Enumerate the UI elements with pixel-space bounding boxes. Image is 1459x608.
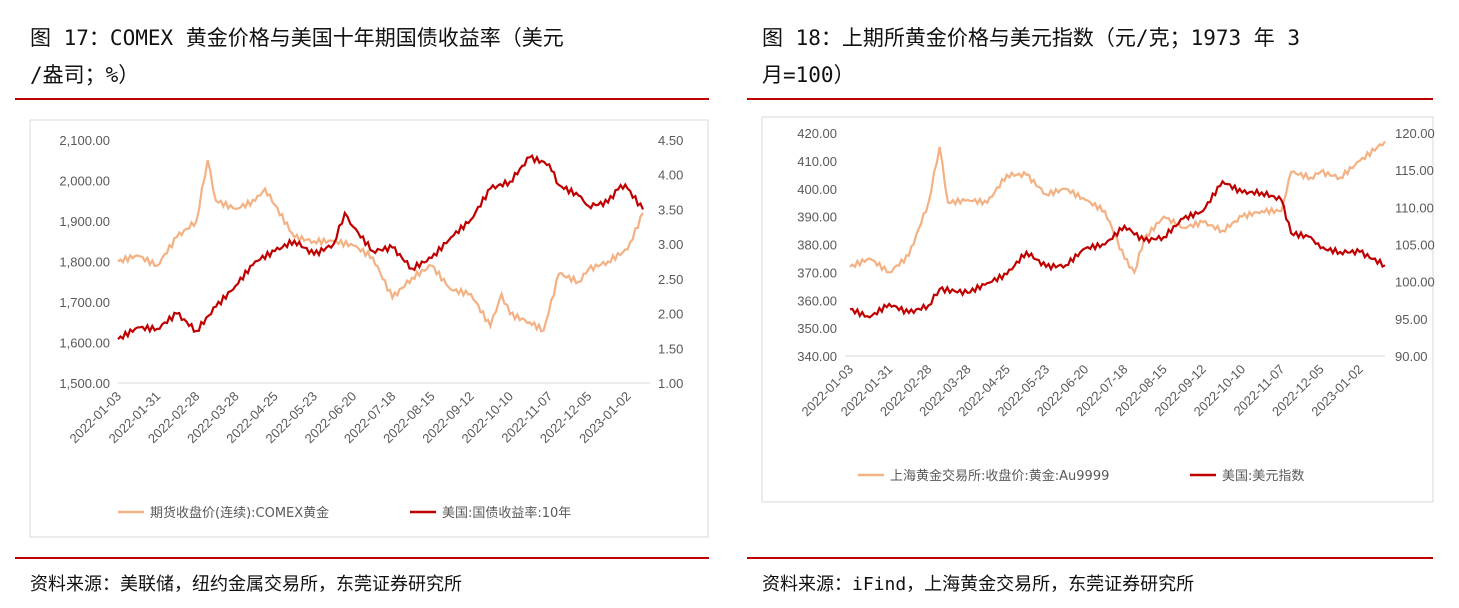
y-left-tick-label: 1,600.00 xyxy=(59,336,110,351)
y-left-tick-label: 380.00 xyxy=(797,238,837,253)
chart-1: 1,500.00 1,600.00 1,700.00 1,800.00 1,900.00… xyxy=(29,119,709,538)
title-rule xyxy=(15,98,709,100)
title-rule xyxy=(747,98,1433,100)
y-left-tick-label: 360.00 xyxy=(797,293,837,308)
y-left-tick-label: 1,500.00 xyxy=(59,376,110,391)
y-right-tick-label: 3.00 xyxy=(658,237,683,252)
figure-17-title-line2: /盎司；%） xyxy=(30,63,140,87)
series-line-1 xyxy=(117,159,644,333)
source-rule xyxy=(15,557,709,559)
y-right-tick-label: 1.00 xyxy=(658,376,683,391)
y-left-tick-label: 340.00 xyxy=(797,349,837,364)
y-right-tick-label: 110.00 xyxy=(1395,200,1434,215)
y-right-tick-label: 2.50 xyxy=(658,272,683,287)
legend-label: 美国:美元指数 xyxy=(1222,469,1304,484)
y-left-tick-label: 400.00 xyxy=(797,182,837,197)
figure-17-source: 资料来源：美联储，纽约金属交易所，东莞证券研究所 xyxy=(30,574,462,595)
figure-18-title-line1: 图 18：上期所黄金价格与美元指数（元/克；1973 年 3 xyxy=(762,26,1301,50)
y-left-tick-label: 1,700.00 xyxy=(59,295,110,310)
plot-frame xyxy=(29,119,709,538)
series-line-1 xyxy=(849,140,1386,276)
y-right-tick-label: 4.00 xyxy=(658,168,683,183)
chart-2: 340.00 350.00 360.00 370.00 380.00 390.00 400.… xyxy=(761,116,1435,503)
series-line-2 xyxy=(117,153,645,341)
series-line-2 xyxy=(849,179,1386,319)
y-right-tick-label: 1.50 xyxy=(658,341,683,356)
y-right-tick-label: 2.00 xyxy=(658,307,683,322)
figure-18-source: 资料来源：iFind，上海黄金交易所，东莞证券研究所 xyxy=(762,574,1195,595)
y-left-tick-label: 390.00 xyxy=(797,210,837,225)
legend-label: 期货收盘价(连续):COMEX黄金 xyxy=(150,505,329,521)
y-right-tick-label: 95.00 xyxy=(1395,312,1428,327)
legend-label: 上海黄金交易所:收盘价:黄金:Au9999 xyxy=(890,468,1109,484)
y-left-tick-label: 410.00 xyxy=(797,154,837,169)
y-left-tick-label: 350.00 xyxy=(797,321,837,336)
y-right-tick-label: 3.50 xyxy=(658,202,683,217)
y-left-tick-label: 1,800.00 xyxy=(59,255,110,270)
y-left-tick-label: 2,000.00 xyxy=(59,174,110,189)
y-right-tick-label: 115.00 xyxy=(1395,163,1434,178)
figure-18-title-line2: 月=100） xyxy=(762,63,855,87)
y-left-tick-label: 420.00 xyxy=(797,126,837,141)
y-right-tick-label: 100.00 xyxy=(1395,275,1435,290)
plot-frame xyxy=(761,116,1434,503)
y-right-tick-label: 105.00 xyxy=(1395,238,1435,253)
y-left-tick-label: 1,900.00 xyxy=(59,214,110,229)
y-left-tick-label: 2,100.00 xyxy=(59,133,110,148)
y-right-tick-label: 90.00 xyxy=(1395,349,1428,364)
source-rule xyxy=(747,557,1433,559)
y-right-tick-label: 4.50 xyxy=(658,133,683,148)
y-left-tick-label: 370.00 xyxy=(797,265,837,280)
legend-label: 美国:国债收益率:10年 xyxy=(442,505,571,521)
figure-17-title-line1: 图 17：COMEX 黄金价格与美国十年期国债收益率（美元 xyxy=(30,26,564,50)
y-right-tick-label: 120.00 xyxy=(1395,126,1435,141)
